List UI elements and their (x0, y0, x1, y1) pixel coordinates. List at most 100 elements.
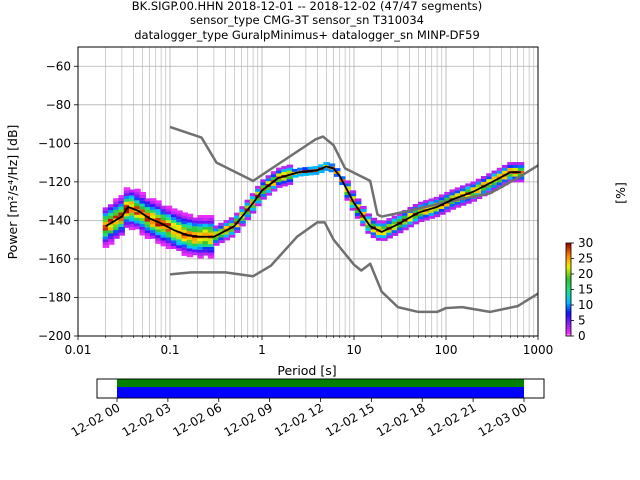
heat-cell (402, 212, 409, 216)
heat-cell (149, 235, 157, 239)
y-tick-label: −60 (46, 59, 71, 73)
heat-cell (181, 235, 189, 239)
heat-cell (171, 231, 178, 235)
colorbar-segment (566, 261, 571, 265)
heat-cell (444, 197, 451, 201)
heat-cell (128, 189, 136, 193)
heat-cell (160, 214, 167, 218)
grid (77, 47, 538, 337)
colorbar-segment (566, 329, 571, 332)
heat-cell (118, 232, 125, 236)
heat-cell (228, 220, 236, 224)
heat-cell (465, 189, 472, 193)
heat-cell (470, 187, 477, 191)
heat-cell (486, 190, 493, 194)
colorbar-label: [%] (613, 182, 628, 204)
colorbar-segment (566, 319, 571, 323)
heat-cell (517, 170, 525, 174)
heat-cell (507, 173, 514, 177)
heat-cell (176, 221, 183, 225)
heat-cell (186, 248, 194, 252)
heat-cell (386, 235, 393, 239)
heat-cell (255, 200, 262, 204)
heat-cell (412, 218, 420, 222)
plot-frame (77, 46, 539, 337)
heat-cell (223, 234, 231, 238)
heat-cell (118, 195, 125, 199)
heat-cell (202, 249, 210, 253)
heat-cell (234, 227, 241, 231)
heat-cell (155, 206, 162, 210)
heat-cell (507, 167, 514, 171)
colorbar-segment (566, 268, 571, 272)
heat-cell (207, 229, 215, 233)
heat-cell (118, 200, 125, 204)
heat-cell (223, 231, 231, 235)
heat-cell (423, 200, 430, 204)
heat-cell (123, 221, 131, 225)
heat-cell (459, 191, 467, 195)
heat-cell (433, 214, 441, 218)
heat-cell (149, 232, 157, 236)
heat-cell (407, 206, 414, 210)
heat-cell (423, 217, 430, 221)
heat-cell (160, 228, 167, 232)
heat-cell (197, 252, 204, 256)
heat-cell (234, 229, 241, 233)
heat-cell (349, 207, 357, 211)
colorbar-tick-label: 0 (578, 329, 586, 343)
heat-cell (370, 235, 378, 239)
heat-cell (107, 233, 115, 237)
colorbar-segment (566, 326, 571, 330)
heat-cell (171, 222, 178, 226)
heat-cell (375, 237, 383, 241)
heat-cell (260, 179, 267, 183)
heat-cell (102, 227, 110, 231)
heat-cell (260, 185, 267, 189)
heat-cell (102, 239, 110, 243)
heat-cell (444, 209, 451, 213)
heat-cell (260, 193, 267, 197)
heat-cell (186, 236, 194, 240)
heat-cell (181, 215, 189, 219)
heat-cell (391, 218, 399, 222)
heat-cell (160, 220, 167, 224)
heat-cell (128, 204, 136, 208)
heat-cell (160, 225, 167, 229)
heat-cell (118, 212, 125, 216)
heat-cell (197, 246, 204, 250)
heat-cell (496, 182, 504, 186)
heat-cell (428, 210, 435, 214)
heat-cell (165, 214, 173, 218)
heat-cell (381, 237, 388, 241)
heat-cell (207, 238, 215, 242)
heat-cell (118, 218, 125, 222)
colorbar-segment (566, 289, 571, 293)
heat-cell (218, 225, 225, 229)
heat-cell (449, 206, 456, 210)
heat-cell (186, 251, 194, 255)
heat-cell (134, 226, 141, 230)
heat-cell (207, 220, 215, 224)
heat-cell (260, 182, 267, 186)
heat-cell (181, 252, 189, 256)
heat-cell (349, 204, 357, 208)
timeline-tick-label: 12-02 00 (69, 400, 123, 439)
heat-cell (123, 219, 131, 223)
y-tick-label: −140 (38, 213, 71, 227)
heat-cell (134, 206, 141, 210)
colorbar-segment (566, 324, 571, 328)
heat-cell (165, 208, 173, 212)
colorbar-segment (566, 247, 571, 251)
heat-cell (423, 202, 430, 206)
colorbar-tick-label: 30 (578, 236, 593, 250)
y-tick-label: −120 (38, 175, 71, 189)
heat-cell (192, 223, 199, 227)
heat-cell (286, 179, 294, 183)
heat-cell (465, 183, 472, 187)
colorbar-segment (566, 256, 571, 260)
heat-cell (202, 229, 210, 233)
heat-cell (213, 228, 220, 232)
heat-cell (370, 217, 378, 221)
